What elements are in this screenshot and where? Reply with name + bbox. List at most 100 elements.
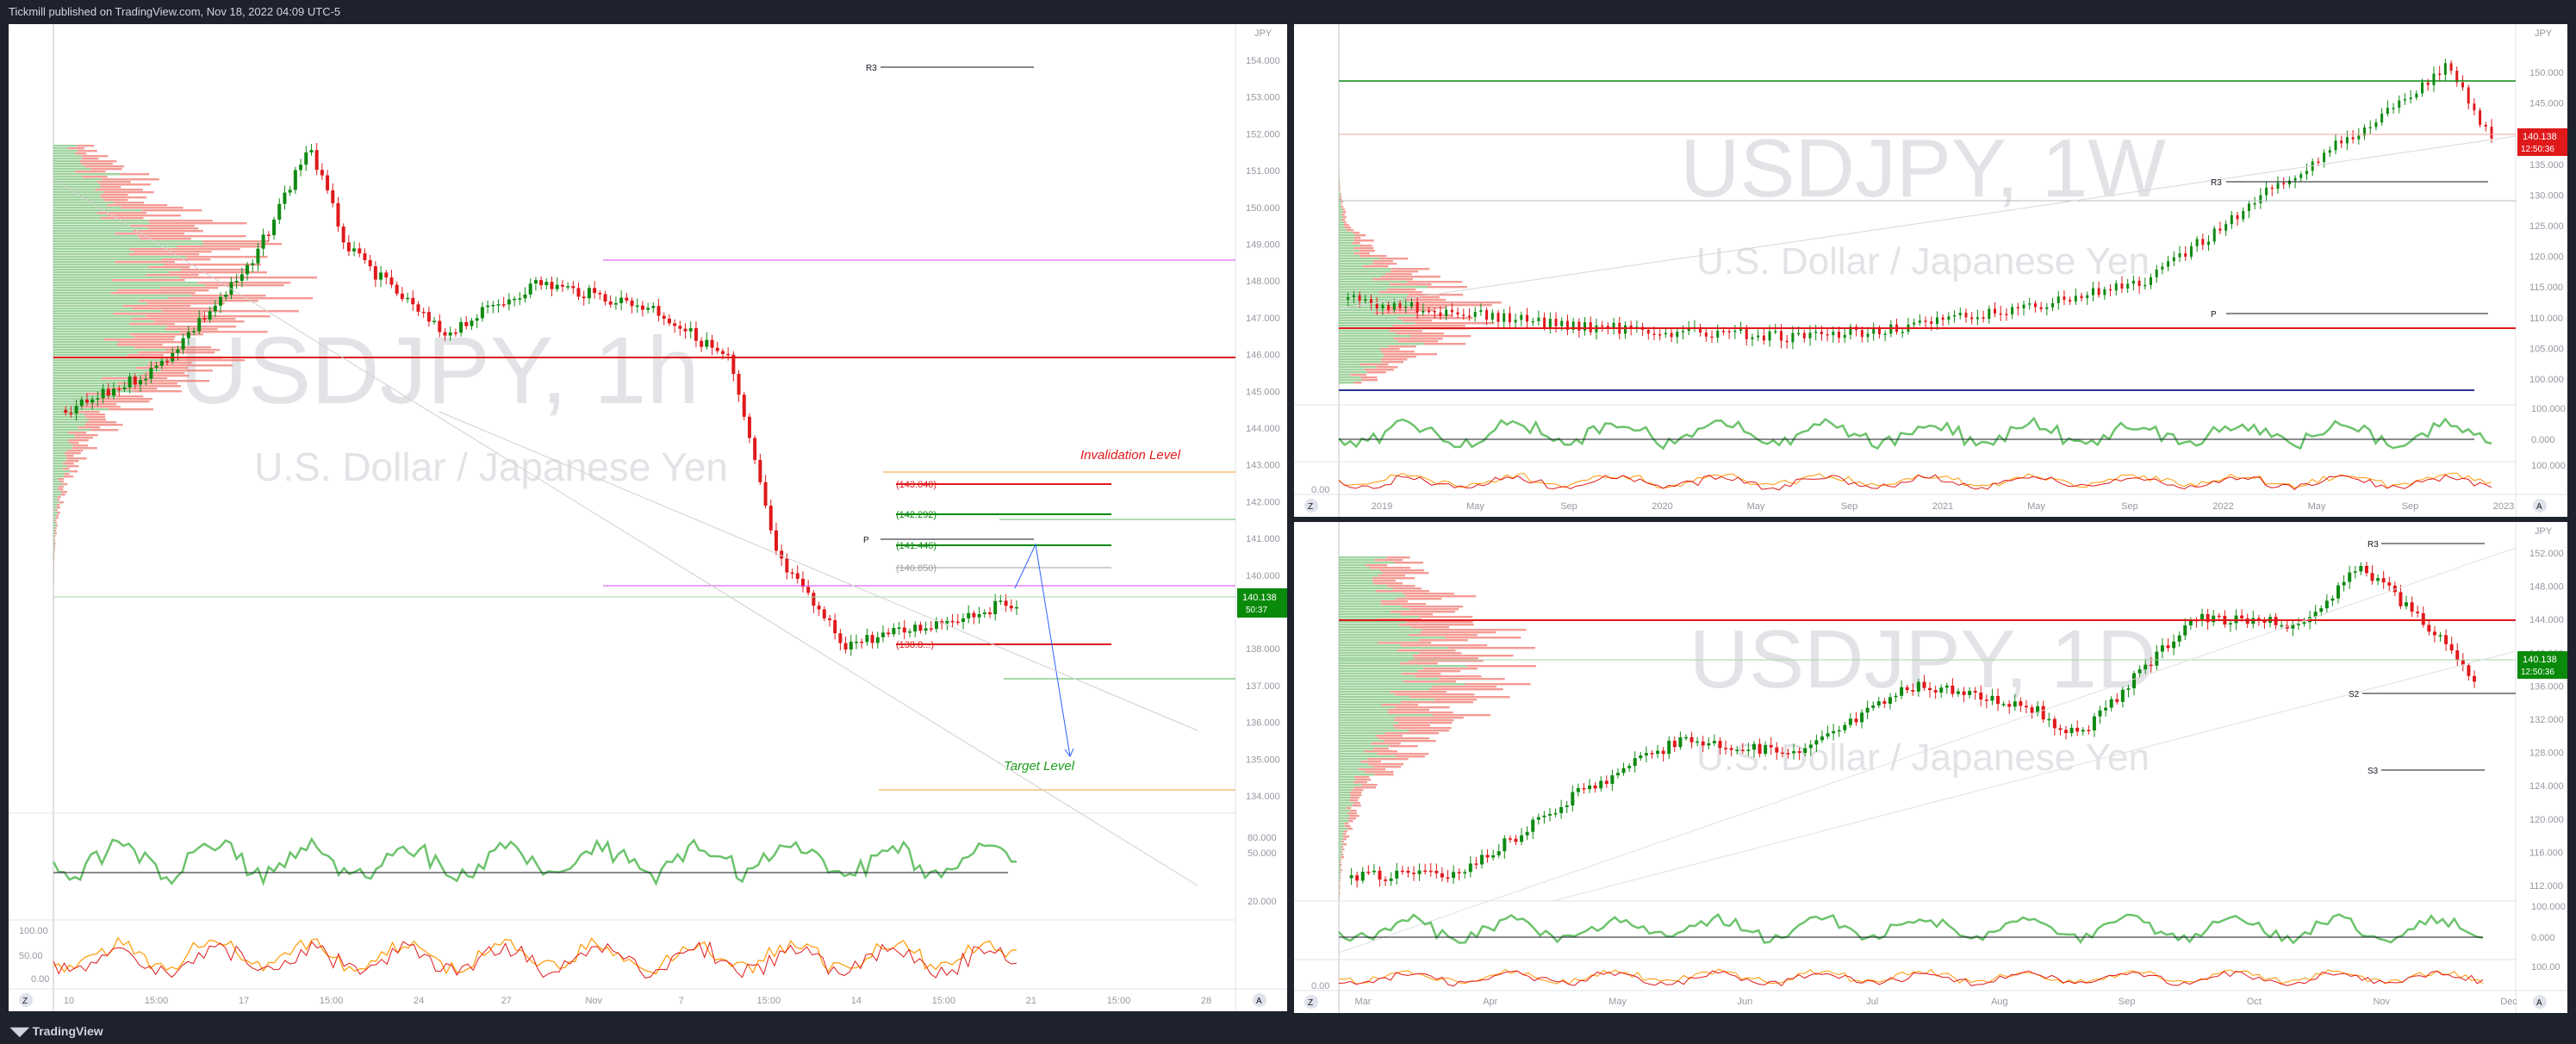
volume-bar-down bbox=[1379, 348, 1400, 351]
volume-bar-down bbox=[81, 163, 114, 165]
candle-body bbox=[513, 298, 517, 301]
volume-bar-down bbox=[53, 538, 55, 540]
candle-body bbox=[1854, 718, 1858, 723]
time-axis[interactable]: Mar Apr May Jun Jul Aug Sep Oct Nov Dec bbox=[1355, 997, 2518, 1007]
volume-bar-up bbox=[53, 305, 123, 308]
candle-body bbox=[475, 318, 479, 321]
chart-canvas-1h[interactable]: USDJPY, 1h U.S. Dollar / Japanese Yen (1… bbox=[9, 24, 1287, 1011]
volume-bar-up bbox=[1339, 779, 1356, 781]
volume-bar-down bbox=[1378, 291, 1422, 294]
chart-canvas-1w[interactable]: USDJPY, 1W U.S. Dollar / Japanese Yen R3… bbox=[1294, 24, 2567, 517]
volume-bar-up bbox=[53, 209, 142, 212]
volume-bar-up bbox=[53, 532, 56, 535]
axis-corner-right-button[interactable] bbox=[2533, 499, 2547, 513]
axis-corner-left-button[interactable] bbox=[19, 993, 33, 1007]
axis-corner-right-button[interactable] bbox=[1253, 993, 1266, 1007]
candle-body bbox=[2363, 127, 2367, 136]
volume-bar-down bbox=[148, 266, 190, 269]
candle-body bbox=[470, 320, 474, 326]
volume-bar-down bbox=[103, 199, 128, 202]
volume-bar-up bbox=[53, 380, 142, 382]
candles bbox=[1347, 59, 2493, 350]
candle-body bbox=[1962, 691, 1966, 695]
price-axis[interactable]: 152.000148.000144.000140.000136.000132.0… bbox=[2529, 549, 2564, 892]
candle-body bbox=[630, 300, 634, 307]
chart-pane-1w[interactable]: USDJPY, 1W U.S. Dollar / Japanese Yen R3… bbox=[1294, 24, 2567, 517]
volume-bar-down bbox=[1427, 286, 1468, 289]
volume-bar-up bbox=[53, 470, 71, 473]
volume-bar-down bbox=[1409, 696, 1510, 699]
price-axis[interactable]: 154.000 153.000 152.000 151.000 150.000 149.0… bbox=[1246, 56, 1280, 802]
candle-body bbox=[2392, 585, 2397, 593]
volume-bar-down bbox=[96, 212, 147, 214]
volume-bar-up bbox=[1339, 717, 1396, 719]
candle-body bbox=[1644, 753, 1648, 756]
candle-body bbox=[1848, 718, 1852, 725]
volume-bar-up bbox=[1339, 854, 1342, 856]
volume-bar-down bbox=[1339, 892, 1341, 895]
price-tick: 128.000 bbox=[2529, 749, 2564, 759]
tradingview-logo[interactable]: ◥◤ TradingView bbox=[10, 1024, 103, 1039]
volume-bar-up bbox=[1339, 255, 1360, 258]
candle-body bbox=[2001, 704, 2006, 705]
candle-body bbox=[1593, 785, 1597, 789]
volume-bar-up bbox=[53, 240, 202, 243]
volume-bar-up bbox=[53, 367, 136, 370]
volume-bar-up bbox=[1339, 242, 1353, 245]
volume-bar-up bbox=[53, 496, 58, 499]
volume-bar-up bbox=[1339, 227, 1345, 229]
volume-bar-up bbox=[1339, 201, 1341, 203]
volume-bar-up bbox=[53, 264, 165, 266]
candle-body bbox=[1707, 743, 1711, 746]
volume-bar-down bbox=[141, 380, 210, 382]
chart-pane-1d[interactable]: USDJPY, 1D U.S. Dollar / Japanese Yen R3… bbox=[1294, 522, 2567, 1013]
time-axis[interactable]: 2019 May Sep 2020 May Sep 2021 May Sep 2022 May Sep… bbox=[1372, 501, 2514, 512]
price-tick: 152.000 bbox=[1246, 129, 1280, 140]
volume-bar-down bbox=[76, 145, 95, 147]
volume-bar-down bbox=[1405, 595, 1477, 598]
candle-body bbox=[1699, 326, 1702, 333]
candle-body bbox=[2149, 664, 2153, 667]
volume-bar-down bbox=[57, 506, 60, 509]
volume-bar-down bbox=[74, 434, 98, 437]
candle-body bbox=[619, 297, 624, 303]
candle-body bbox=[1973, 691, 1977, 693]
axis-corner-left-button[interactable] bbox=[1304, 499, 1318, 513]
time-axis[interactable]: 10 15:00 17 15:00 24 27 Nov 7 15:00 14 15:00 21 15:0… bbox=[64, 996, 1211, 1006]
volume-bar-up bbox=[53, 377, 102, 380]
candle-body bbox=[678, 326, 682, 329]
volume-bar-down bbox=[1391, 268, 1430, 270]
volume-bar-up bbox=[1339, 598, 1397, 600]
volume-bar-down bbox=[1388, 345, 1416, 348]
volume-bar-down bbox=[1466, 665, 1537, 668]
volume-bar-up bbox=[1339, 307, 1387, 309]
volume-bar-down bbox=[1364, 369, 1394, 371]
chart-pane-1h[interactable]: USDJPY, 1h U.S. Dollar / Japanese Yen (1… bbox=[9, 24, 1287, 1011]
candle-body bbox=[2479, 110, 2482, 125]
candle-body bbox=[1939, 687, 1944, 693]
axis-corner-left-button[interactable] bbox=[1304, 995, 1318, 1009]
candle-body bbox=[2426, 82, 2430, 85]
price-tick: 154.000 bbox=[1246, 56, 1280, 66]
volume-bar-up bbox=[1339, 660, 1409, 662]
price-tick: 120.000 bbox=[2529, 252, 2564, 263]
candle-body bbox=[2052, 718, 2056, 729]
candle-body bbox=[967, 612, 971, 618]
candle-body bbox=[1678, 737, 1683, 748]
volume-bar-down bbox=[57, 496, 61, 499]
candle-body bbox=[651, 306, 656, 308]
candle-body bbox=[1565, 320, 1569, 330]
axis-corner-right-button[interactable] bbox=[2533, 995, 2547, 1009]
volume-bar-down bbox=[145, 372, 185, 375]
candle-body bbox=[133, 376, 137, 385]
chart-canvas-1d[interactable]: USDJPY, 1D U.S. Dollar / Japanese Yen R3… bbox=[1294, 522, 2567, 1013]
price-axis[interactable]: 150.000145.000140.000135.000130.000125.0… bbox=[2529, 68, 2564, 385]
volume-bar-down bbox=[1378, 575, 1405, 577]
volume-bar-up bbox=[1339, 753, 1378, 755]
price-tick: 116.000 bbox=[2529, 848, 2563, 858]
candle-body bbox=[2236, 214, 2239, 220]
candle-body bbox=[1860, 712, 1864, 723]
price-tick: 150.000 bbox=[2529, 68, 2564, 78]
volume-bar-up bbox=[1339, 183, 1340, 185]
candle-body bbox=[982, 612, 986, 614]
